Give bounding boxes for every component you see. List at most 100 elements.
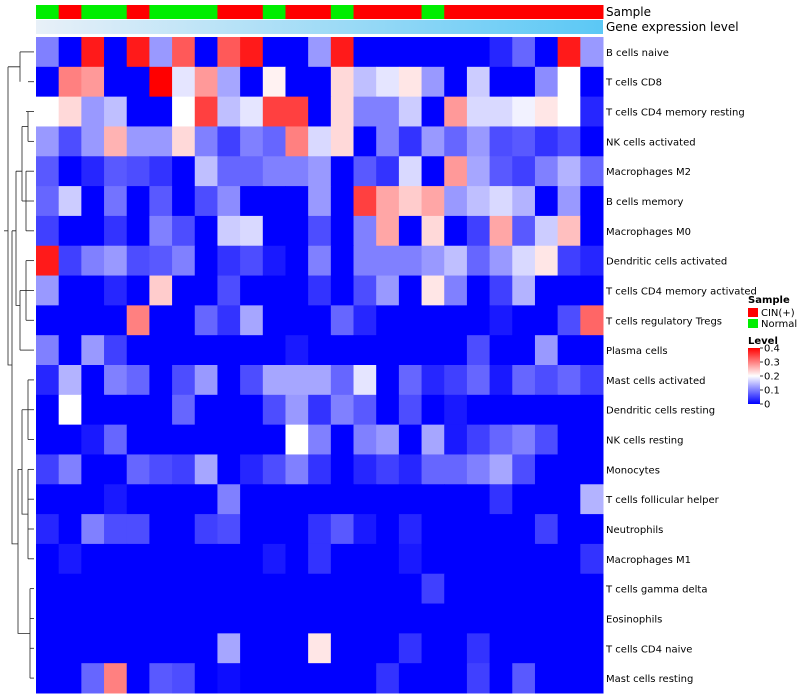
heatmap-cell: [580, 394, 604, 426]
heatmap-cell: [353, 66, 377, 98]
heatmap-cell: [149, 335, 173, 366]
heatmap-cell: [262, 96, 286, 127]
heatmap-cell: [421, 543, 445, 575]
heatmap-cell: [308, 305, 332, 336]
heatmap-cell: [353, 126, 377, 157]
heatmap-cell: [172, 514, 196, 545]
row-label: Monocytes: [606, 465, 660, 476]
heatmap-cell: [308, 215, 332, 247]
heatmap-cell: [489, 215, 513, 247]
heatmap-cell: [398, 663, 423, 694]
heatmap-cell: [126, 543, 150, 575]
heatmap-cell: [376, 215, 400, 247]
heatmap-cell: [308, 663, 332, 694]
heatmap-cell: [217, 275, 241, 306]
heatmap-cell: [557, 186, 581, 217]
heatmap-cell: [104, 365, 128, 396]
heatmap-cell: [149, 633, 173, 664]
heatmap-cell: [534, 424, 559, 455]
heatmap-cell: [421, 186, 445, 217]
heatmap-cell: [512, 186, 536, 217]
heatmap-cell: [285, 514, 309, 545]
heatmap-cell: [172, 394, 196, 426]
heatmap-cell: [512, 96, 536, 127]
heatmap-cell: [262, 454, 286, 485]
heatmap-cell: [126, 126, 150, 157]
heatmap-cell: [466, 245, 491, 277]
heatmap-cell: [194, 424, 218, 455]
heatmap-cell: [217, 96, 241, 127]
heatmap-cell: [104, 424, 128, 455]
heatmap-cell: [398, 186, 423, 217]
heatmap-cell: [466, 365, 491, 396]
heatmap-cell: [36, 186, 60, 217]
legend-swatch-normal: [748, 319, 758, 328]
heatmap-cell: [444, 96, 468, 127]
sample-legend-title: Sample: [748, 295, 790, 306]
heatmap-cell: [126, 365, 150, 396]
heatmap-cell: [376, 335, 400, 366]
heatmap-cell: [36, 424, 60, 455]
heatmap-cell: [126, 633, 150, 664]
heatmap-cell: [466, 573, 491, 605]
heatmap-cell: [262, 215, 286, 247]
heatmap-cell: [421, 37, 445, 68]
heatmap-cell: [172, 454, 196, 485]
heatmap-cell: [149, 126, 173, 157]
sample-legend: Sample CIN(+) Normal: [748, 295, 797, 330]
heatmap-cell: [58, 275, 82, 306]
heatmap-cell: [81, 126, 105, 157]
heatmap-cell: [217, 186, 241, 217]
heatmap-cell: [421, 365, 445, 396]
heatmap-cell: [398, 96, 423, 127]
dendrogram-branch: [15, 170, 22, 306]
heatmap-cell: [489, 663, 513, 694]
sample-annotation-cell: [466, 5, 491, 19]
heatmap-cell: [217, 603, 241, 634]
heatmap-cell: [557, 335, 581, 366]
heatmap-cell: [308, 394, 332, 426]
heatmap-cell: [580, 663, 604, 694]
expression-annotation-bar: [36, 20, 603, 34]
heatmap-cell: [466, 633, 491, 664]
sample-annotation-cell: [308, 5, 332, 19]
heatmap-cell: [466, 37, 491, 68]
heatmap-cell: [398, 573, 423, 605]
heatmap-cell: [262, 335, 286, 366]
heatmap-cell: [81, 186, 105, 217]
heatmap-cell: [444, 663, 468, 694]
heatmap-cell: [58, 663, 82, 694]
heatmap-cell: [36, 365, 60, 396]
heatmap-cell: [489, 156, 513, 187]
heatmap-cell: [580, 305, 604, 336]
heatmap-cell: [330, 96, 355, 127]
sample-annotation-cell: [217, 5, 241, 19]
heatmap-cell: [104, 37, 128, 68]
level-tick-label: 0.4: [764, 344, 780, 355]
heatmap-cell: [58, 126, 82, 157]
heatmap-cell: [217, 573, 241, 605]
heatmap-cell: [580, 156, 604, 187]
sample-annotation-cell: [398, 5, 423, 19]
heatmap-cell: [58, 365, 82, 396]
heatmap-cell: [489, 66, 513, 98]
heatmap-cell: [376, 543, 400, 575]
heatmap-cell: [330, 245, 355, 277]
heatmap-cell: [240, 37, 264, 68]
heatmap-cell: [557, 66, 581, 98]
heatmap-cell: [262, 186, 286, 217]
heatmap-cell: [194, 663, 218, 694]
heatmap-cell: [194, 215, 218, 247]
heatmap-cell: [512, 573, 536, 605]
heatmap-cell: [534, 514, 559, 545]
heatmap-cell: [489, 365, 513, 396]
row-label: T cells regulatory Tregs: [605, 316, 722, 327]
heatmap-cell: [240, 394, 264, 426]
heatmap-cell: [172, 543, 196, 575]
heatmap-cell: [149, 66, 173, 98]
heatmap-cell: [58, 215, 82, 247]
sample-annotation-cell: [104, 5, 128, 19]
level-legend: Level 0.4 0.3 0.2 0.1 0: [748, 336, 780, 411]
heatmap-cell: [36, 245, 60, 277]
heatmap-cell: [466, 454, 491, 485]
